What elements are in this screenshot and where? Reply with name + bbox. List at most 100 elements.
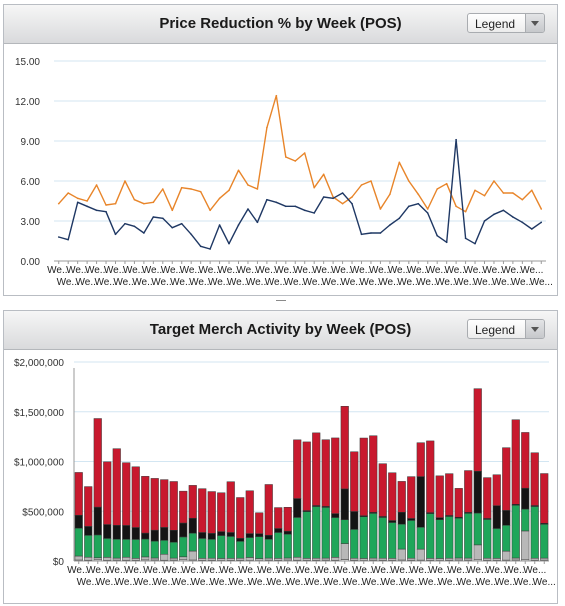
panel-header: Target Merch Activity by Week (POS) Lege… [4,311,557,350]
bar-segment [359,516,368,559]
bar-segment [93,534,102,559]
bar-segment [283,507,292,532]
legend-dropdown[interactable]: Legend [467,13,545,33]
data-point [379,208,382,210]
data-point [360,184,363,186]
bar-segment [226,532,235,537]
bar-segment [435,519,444,559]
data-point [199,245,202,248]
x-tick-label: We... [350,265,373,276]
bar-segment [426,558,435,561]
data-point [351,196,353,198]
data-point [237,224,240,226]
bar-segment [245,533,254,538]
bar-segment [255,558,264,561]
data-point [256,221,259,224]
x-tick-label: We... [248,577,271,588]
bar-segment [264,534,273,540]
bar-segment [397,511,406,525]
bar-segment [407,520,416,559]
data-point [370,232,372,234]
bar-segment [112,557,121,561]
x-tick-label: We... [153,577,176,588]
x-tick-label: We... [378,277,401,288]
bar-segment [540,473,549,524]
bar-segment [245,490,254,534]
data-point [408,180,410,182]
bar-segment [169,530,178,543]
data-point [341,202,344,205]
y-tick-label: $1,000,000 [14,458,64,469]
bar-segment [264,484,273,536]
bar-segment [426,440,435,513]
bar-segment [302,558,311,561]
bar-segment [435,558,444,561]
data-point [209,209,211,212]
bar-segment [511,419,520,505]
bar-segment [473,544,482,561]
bar-segment [445,516,454,559]
bar-segment [521,508,530,532]
bar-segment [274,558,283,561]
bar-segment [464,470,473,513]
data-point [228,242,230,245]
chevron-down-icon[interactable] [525,14,544,32]
chevron-down-icon[interactable] [525,320,544,338]
x-tick-label: We... [246,277,269,288]
x-tick-label: We... [210,577,233,588]
data-point [303,152,306,154]
data-point [152,201,155,204]
legend-dropdown[interactable]: Legend [467,319,545,339]
data-point [502,209,505,212]
bar-segment [160,479,169,528]
bar-segment [188,517,197,534]
x-tick-label: We... [362,577,385,588]
bar-segment [84,486,93,527]
x-tick-label: We... [303,277,326,288]
data-point [370,180,372,182]
panel-splitter-handle[interactable] [276,300,286,301]
bar-segment [150,540,159,559]
bar-segment [331,517,340,558]
data-point [389,224,391,226]
bar-segment [312,432,321,506]
x-tick-label: We... [208,277,231,288]
data-point [294,160,297,162]
bar-segment [122,525,131,540]
chart-title: Target Merch Activity by Week (POS) [149,321,412,338]
data-point [398,161,401,164]
data-point [143,232,145,234]
x-tick-label: We... [180,265,203,276]
data-point [408,205,410,208]
legend-dropdown-label: Legend [475,17,516,31]
x-tick-label: We... [293,265,316,276]
bar-segment [388,522,397,559]
bar-segment [511,505,520,559]
bar-segment [207,533,216,540]
bar-segment [511,557,520,561]
x-tick-label: We... [504,565,527,576]
bar-segment [530,506,539,559]
bar-segment [93,418,102,508]
x-tick-label: We... [485,565,508,576]
bar-segment [350,511,359,530]
x-tick-label: We... [77,577,100,588]
bar-segment [217,558,226,561]
x-tick-label: We... [381,577,404,588]
chart-title: Price Reduction % by Week (POS) [159,15,402,32]
bar-segment [141,556,150,561]
x-tick-label: We... [501,265,524,276]
x-tick-label: We... [170,277,193,288]
bar-segment [245,557,254,561]
x-tick-label: We... [340,277,363,288]
data-point [76,197,79,200]
data-point [218,224,221,226]
data-point [114,233,117,236]
bar-segment [388,472,397,521]
bar-segment [84,526,93,536]
bar-segment [112,525,121,540]
data-point [521,198,524,201]
data-point [351,202,353,205]
bar-segment [340,543,349,560]
bar-segment [378,557,387,561]
